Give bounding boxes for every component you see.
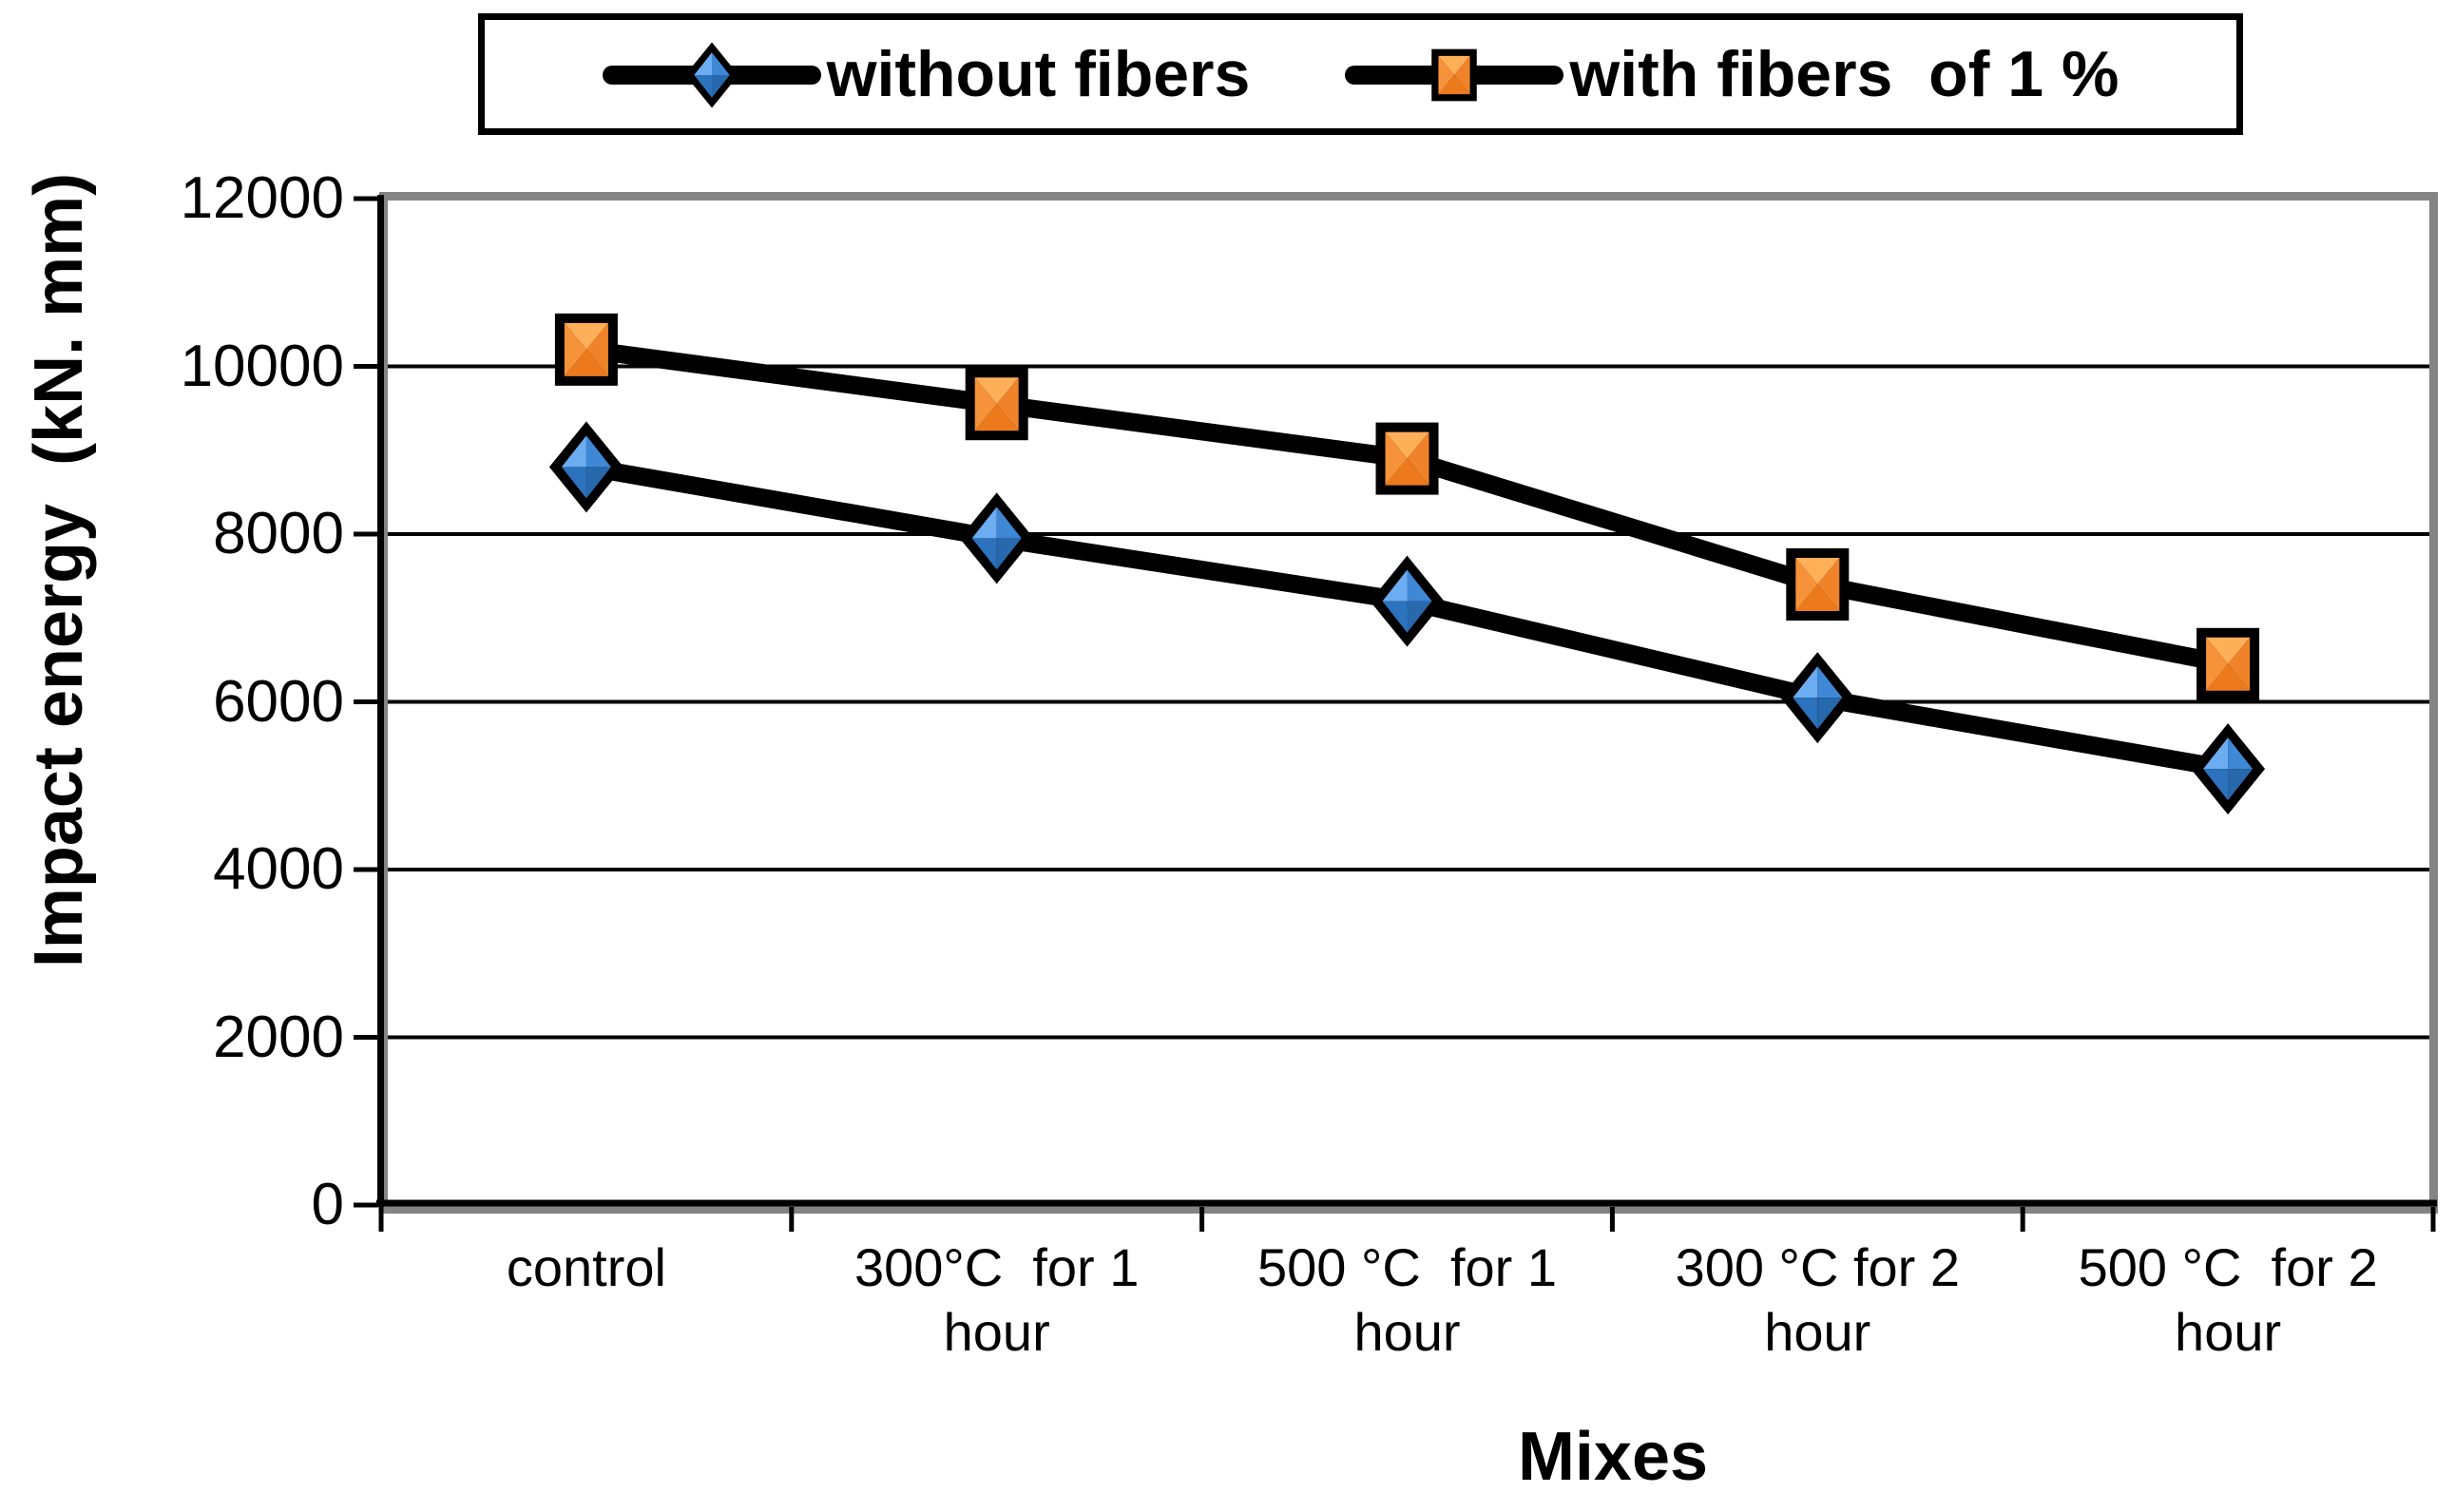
legend-item-without-fibers: without fibers	[602, 21, 1251, 127]
square-marker	[554, 313, 618, 386]
y-tick-label: 2000	[213, 1004, 344, 1070]
x-tick-label: 500 °C for 1 hour	[1257, 1237, 1557, 1362]
diamond-face	[711, 52, 730, 75]
diamond-face	[1382, 569, 1408, 602]
diamond-face	[2203, 737, 2229, 770]
x-axis-title: Mixes	[1517, 1419, 1709, 1495]
diamond-face	[1382, 601, 1408, 633]
diamond-face	[1407, 569, 1432, 602]
square-marker	[965, 368, 1028, 441]
square-face	[564, 322, 608, 350]
square-face	[974, 377, 1019, 405]
square-face	[1385, 431, 1408, 486]
legend-label-with-fibers: with fibers of 1 %	[1569, 38, 2119, 110]
square-face	[1385, 458, 1429, 486]
diamond-face	[996, 538, 1022, 570]
diamond-face	[996, 507, 1022, 539]
y-tick-label: 12000	[180, 165, 344, 231]
y-tick-label: 0	[311, 1172, 344, 1237]
square-face	[1795, 557, 1840, 584]
square-marker	[1431, 48, 1478, 102]
y-tick-label: 10000	[180, 333, 344, 399]
y-tick-label: 8000	[213, 501, 344, 566]
y-tick-label: 4000	[213, 836, 344, 902]
square-face	[2228, 637, 2251, 691]
square-face	[1385, 431, 1429, 459]
legend-label-without-fibers: without fibers	[826, 38, 1251, 110]
diamond-face	[1817, 666, 1843, 699]
diamond-face	[561, 467, 586, 499]
diamond-marker	[959, 492, 1034, 584]
square-face	[1438, 75, 1470, 95]
x-tick-label: control	[506, 1237, 666, 1297]
square-face	[564, 322, 586, 376]
x-tick-label: 300 °C for 2 hour	[1675, 1237, 1961, 1362]
square-face	[2206, 637, 2229, 691]
diamond-marker	[548, 421, 623, 513]
line-square-marker-icon	[1345, 48, 1564, 102]
line-diamond-marker-icon	[602, 42, 821, 108]
diamond-face	[585, 435, 611, 468]
diamond-face	[585, 467, 611, 499]
diamond-marker	[1370, 555, 1445, 647]
square-marker	[2196, 627, 2260, 700]
square-face	[1438, 55, 1455, 95]
x-tick-label: 500 °C for 2 hour	[2078, 1237, 2378, 1362]
square-face	[1407, 431, 1429, 486]
diamond-face	[693, 75, 712, 98]
y-tick-label: 6000	[213, 668, 344, 735]
legend-item-with-fibers: with fibers of 1 %	[1345, 21, 2119, 127]
diamond-marker	[2191, 723, 2266, 815]
square-face	[1817, 557, 1840, 611]
diamond-face	[1407, 601, 1432, 633]
diamond-face	[2203, 769, 2229, 801]
chart-legend: without fibers with fibers of 1 %	[478, 13, 2243, 135]
square-marker	[1375, 422, 1439, 495]
diamond-face	[2228, 769, 2254, 801]
diamond-face	[693, 52, 712, 75]
diamond-face	[971, 538, 997, 570]
square-face	[585, 322, 608, 376]
square-marker	[1786, 547, 1850, 621]
square-face	[564, 349, 608, 376]
square-face	[1454, 55, 1470, 95]
diamond-marker	[684, 42, 738, 108]
diamond-face	[711, 75, 730, 98]
diamond-face	[971, 507, 997, 539]
square-face	[1795, 584, 1840, 611]
square-face	[974, 377, 997, 431]
diamond-face	[1793, 666, 1818, 699]
square-face	[996, 377, 1019, 431]
square-face	[974, 404, 1019, 431]
diamond-face	[1817, 698, 1843, 730]
diamond-face	[561, 435, 586, 468]
x-tick-label: 300°C for 1 hour	[853, 1237, 1140, 1362]
square-face	[2206, 637, 2251, 664]
diamond-face	[1793, 698, 1818, 730]
square-face	[1795, 557, 1818, 611]
diamond-marker	[1780, 652, 1855, 744]
diamond-face	[2228, 737, 2254, 770]
square-face	[1438, 55, 1470, 75]
square-face	[2206, 663, 2251, 691]
